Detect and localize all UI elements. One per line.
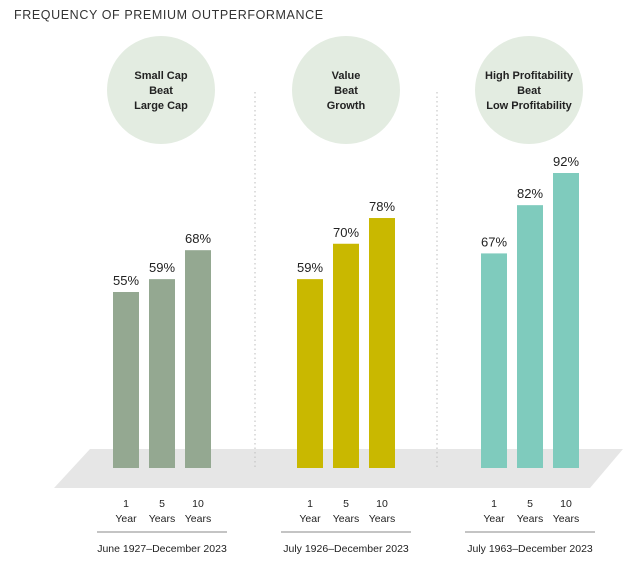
period-label: July 1963–December 2023 [467, 543, 593, 555]
bar [297, 279, 323, 468]
bar [185, 250, 211, 468]
bar [369, 218, 395, 468]
data-label: 82% [517, 186, 543, 201]
panel-header-line: Large Cap [134, 100, 188, 112]
x-tick-label: 1 [307, 498, 313, 510]
x-tick-label: Years [517, 513, 543, 525]
x-tick-label: Years [149, 513, 175, 525]
bar [517, 205, 543, 468]
panel-header-line: Beat [517, 85, 541, 97]
data-label: 78% [369, 199, 395, 214]
period-label: July 1926–December 2023 [283, 543, 409, 555]
x-tick-label: 5 [159, 498, 165, 510]
x-tick-label: 1 [491, 498, 497, 510]
x-tick-label: Year [115, 513, 137, 525]
x-tick-label: 10 [376, 498, 388, 510]
x-tick-label: Year [299, 513, 321, 525]
x-tick-label: 1 [123, 498, 129, 510]
bar [333, 243, 359, 468]
panel-header-line: Low Profitability [486, 100, 572, 112]
panel-header-line: Beat [334, 85, 358, 97]
period-label: June 1927–December 2023 [97, 543, 227, 555]
x-tick-label: 5 [343, 498, 349, 510]
panel-header-circle [475, 36, 583, 144]
x-tick-label: Years [553, 513, 579, 525]
panel-header-line: High Profitability [485, 70, 574, 82]
x-tick-label: Years [185, 513, 211, 525]
data-label: 55% [113, 273, 139, 288]
data-label: 92% [553, 154, 579, 169]
panel-header-line: Value [332, 70, 361, 82]
x-tick-label: Years [369, 513, 395, 525]
data-label: 70% [333, 225, 359, 240]
panel-header-line: Beat [149, 85, 173, 97]
x-tick-label: 5 [527, 498, 533, 510]
bar [149, 279, 175, 468]
data-label: 59% [297, 260, 323, 275]
chart-title: FREQUENCY OF PREMIUM OUTPERFORMANCE [14, 8, 324, 22]
x-tick-label: Years [333, 513, 359, 525]
bar [113, 292, 139, 468]
bar [553, 173, 579, 468]
panel-header-line: Small Cap [134, 70, 187, 82]
data-label: 67% [481, 234, 507, 249]
panel-header-line: Growth [327, 100, 366, 112]
x-tick-label: Year [483, 513, 505, 525]
panel-header-circle [292, 36, 400, 144]
data-label: 68% [185, 231, 211, 246]
bar [481, 253, 507, 468]
panel-header-circle [107, 36, 215, 144]
x-tick-label: 10 [192, 498, 204, 510]
x-tick-label: 10 [560, 498, 572, 510]
data-label: 59% [149, 260, 175, 275]
